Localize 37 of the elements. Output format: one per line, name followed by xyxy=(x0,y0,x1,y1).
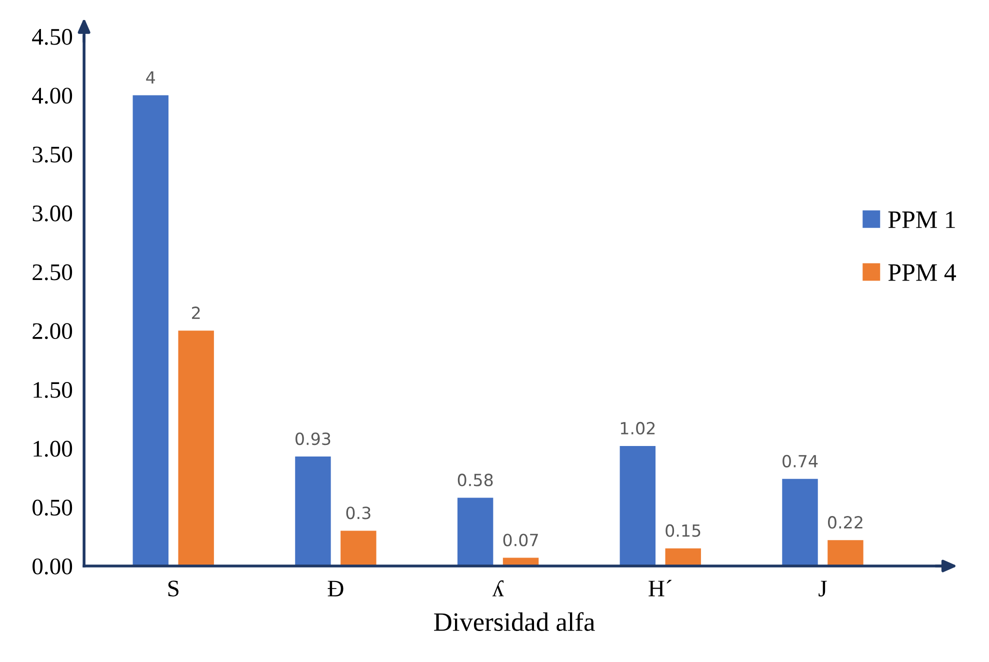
x-tick-label: ʎ xyxy=(492,580,504,596)
x-axis-title: Diversidad alfa xyxy=(434,612,595,631)
data-label: 0.3 xyxy=(346,506,370,520)
bar xyxy=(782,478,818,566)
bar xyxy=(340,530,376,566)
legend-label: PPM 4 xyxy=(888,264,956,281)
y-tick-label: 0.50 xyxy=(32,500,72,516)
data-label: 1.02 xyxy=(620,422,655,434)
y-tick-label: 3.00 xyxy=(32,205,72,222)
x-tick-label: H´ xyxy=(648,580,672,596)
data-label: 0.74 xyxy=(782,454,818,468)
y-tick-label: 4.00 xyxy=(32,88,72,104)
y-tick-label: 0.00 xyxy=(32,558,72,575)
y-tick-label: 2.50 xyxy=(32,264,72,280)
data-label: 4 xyxy=(146,71,155,84)
data-label: 0.93 xyxy=(296,432,330,446)
bar xyxy=(178,330,214,566)
data-label: 2 xyxy=(192,306,200,319)
y-tick-label: 1.50 xyxy=(34,382,72,398)
y-tick-label: 3.50 xyxy=(32,146,72,163)
legend-label: PPM 1 xyxy=(888,211,955,228)
data-label: 0.58 xyxy=(458,474,493,486)
y-tick-label: 2.00 xyxy=(32,323,72,340)
x-tick-label: Đ xyxy=(328,580,344,596)
data-label: 0.15 xyxy=(666,524,700,537)
x-tick-label: J xyxy=(818,580,827,597)
bar xyxy=(295,456,331,566)
y-tick-label: 4.50 xyxy=(32,28,72,45)
bar xyxy=(620,446,656,566)
y-tick-label: 1.00 xyxy=(34,440,72,457)
bar xyxy=(828,540,864,566)
data-label: 0.22 xyxy=(828,516,862,529)
data-label: 0.07 xyxy=(503,534,538,546)
bar xyxy=(457,498,494,566)
x-tick-label: S xyxy=(168,580,178,597)
bar xyxy=(665,548,701,566)
bar xyxy=(132,95,168,566)
